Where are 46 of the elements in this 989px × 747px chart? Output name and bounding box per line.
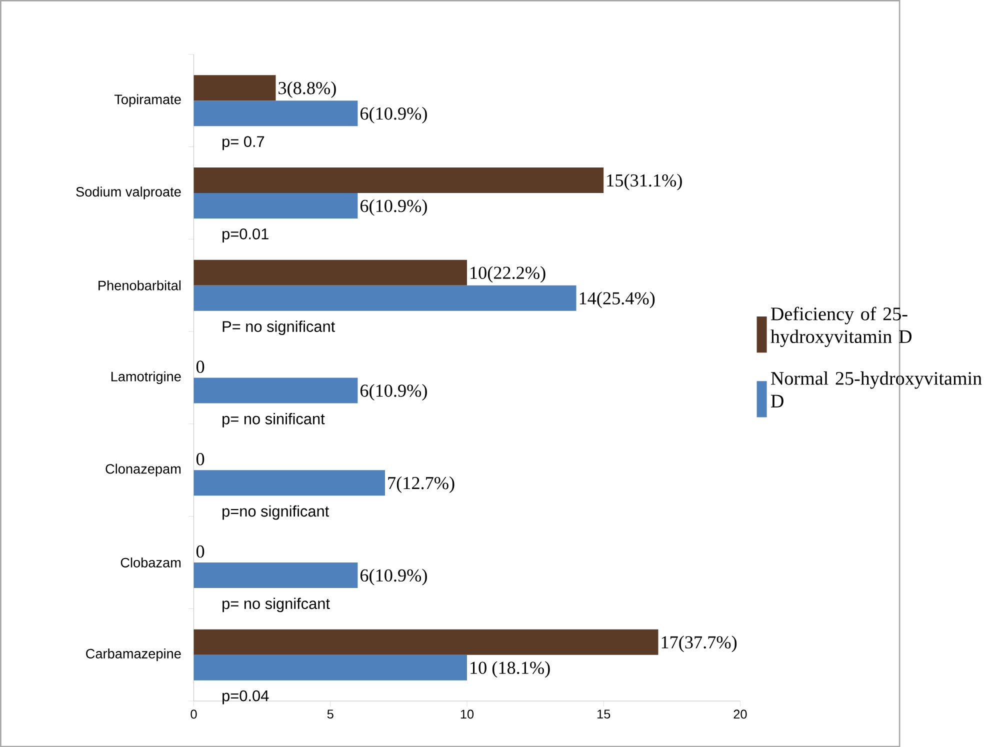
- data-label: 0: [196, 545, 204, 558]
- y-tick-label: Lamotrigine: [111, 371, 181, 384]
- y-tick-label: Clobazam: [120, 557, 181, 568]
- data-label: 6(10.9%): [360, 106, 427, 124]
- data-label: 15(31.1%): [607, 174, 682, 190]
- bar: [194, 74, 276, 100]
- annotation: P= no significant: [222, 320, 336, 335]
- bar: [194, 167, 604, 193]
- data-label: 0: [196, 452, 204, 466]
- annotation: p=no significant: [222, 505, 330, 520]
- bar: [194, 470, 386, 496]
- x-tick-label: 5: [327, 710, 334, 718]
- y-tick-label: Sodium valproate: [76, 186, 181, 200]
- data-label: 6(10.9%): [360, 568, 427, 586]
- x-tick-label: 20: [734, 710, 747, 719]
- data-label: 7(12.7%): [388, 476, 454, 493]
- data-label: 3(8.8%): [278, 81, 336, 98]
- annotation: p= 0.7: [222, 136, 264, 150]
- data-label: 0: [196, 360, 204, 373]
- data-label: 17(37.7%): [662, 636, 737, 652]
- legend-label: Deficiency of 25-hydroxyvitamin D: [770, 306, 912, 347]
- data-label: 10(22.2%): [470, 266, 546, 283]
- bar: [194, 285, 576, 311]
- data-label: 10 (18.1%): [470, 661, 550, 678]
- bar: [194, 378, 358, 404]
- data-label: 14(25.4%): [580, 292, 655, 308]
- data-label: 6(10.9%): [360, 199, 427, 216]
- y-tick-label: Carbamazepine: [86, 648, 181, 662]
- y-tick-label: Topiramate: [114, 94, 181, 107]
- bar: [194, 260, 467, 286]
- annotation: p=0.04: [222, 690, 269, 704]
- data-label: 6(10.9%): [360, 384, 427, 400]
- bar: [194, 562, 358, 588]
- bar: [194, 654, 467, 680]
- bar: [194, 192, 358, 218]
- legend-label: Normal 25-hydroxyvitamin D: [770, 371, 982, 408]
- bar: [194, 100, 358, 126]
- y-tick-label: Clonazepam: [106, 464, 181, 476]
- y-tick-label: Phenobarbital: [98, 280, 181, 290]
- annotation: p= no sinificant: [222, 412, 325, 428]
- x-tick-label: 10: [460, 710, 474, 719]
- bar: [194, 629, 658, 655]
- annotation: p= no signifcant: [222, 598, 330, 612]
- annotation: p=0.01: [222, 228, 268, 242]
- x-tick-label: 15: [597, 710, 610, 718]
- x-tick-label: 0: [190, 710, 197, 719]
